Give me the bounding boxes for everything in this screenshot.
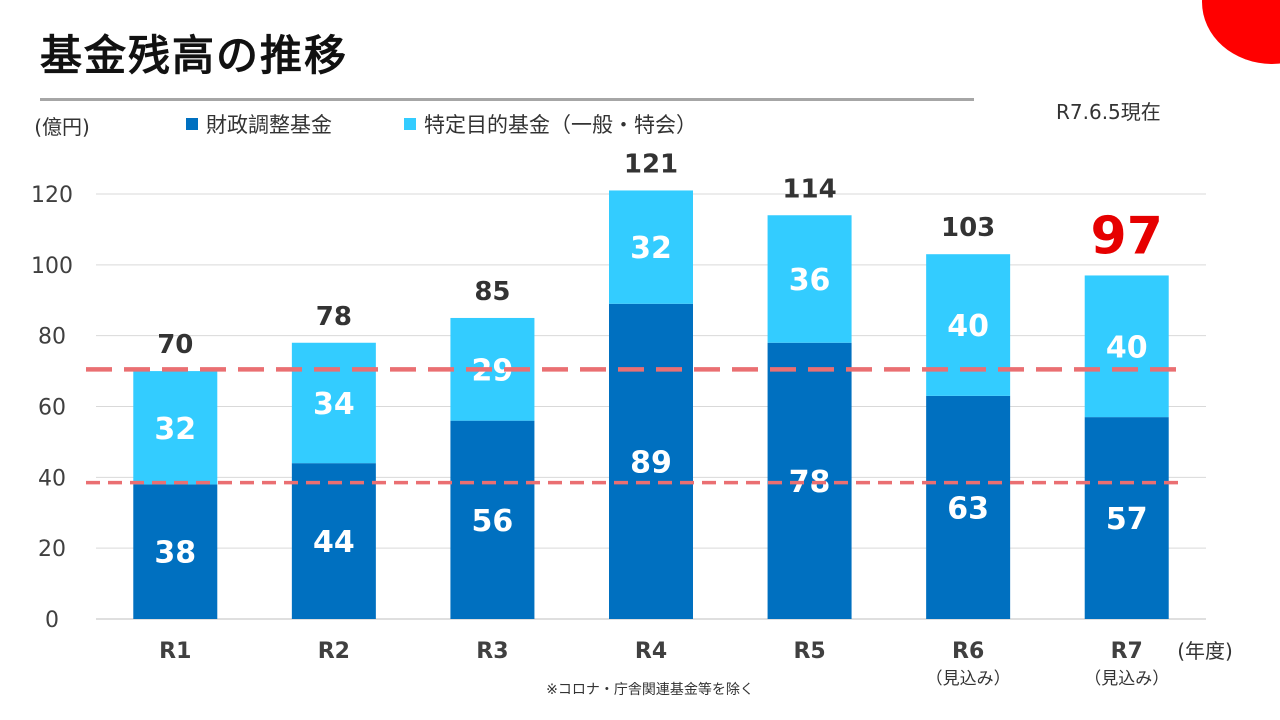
bar-value-label: 44 [313, 525, 355, 560]
bar-segment [926, 254, 1011, 396]
bar-segment [1084, 275, 1169, 418]
bar-value-label: 32 [154, 412, 196, 447]
bar-segment [926, 395, 1011, 619]
x-tick-label: R3 [476, 639, 508, 664]
x-tick-label: R2 [318, 639, 350, 664]
x-unit-label: (年度) [1177, 639, 1233, 663]
total-label: 103 [941, 213, 995, 243]
bar-segment [291, 463, 376, 619]
legend-label: 財政調整基金 [206, 113, 332, 137]
x-tick-label: R1 [159, 639, 191, 664]
bar-segment [767, 215, 852, 343]
x-tick-label: R4 [635, 639, 667, 664]
bar-segment [1084, 417, 1169, 619]
bar-value-label: 34 [313, 387, 355, 422]
bar-segment [609, 190, 693, 304]
total-label: 121 [624, 149, 678, 179]
as-of-date: R7.6.5現在 [1056, 100, 1161, 124]
total-label: 78 [316, 302, 352, 332]
highlighted-total-label: 97 [1091, 206, 1163, 266]
y-unit-label: (億円) [34, 115, 90, 139]
total-label: 85 [474, 277, 510, 307]
y-tick-label: 0 [45, 608, 59, 633]
footnote: ※コロナ・庁舎関連基金等を除く [546, 681, 754, 698]
y-tick-label: 20 [38, 537, 66, 562]
x-tick-sublabel: （見込み） [1084, 669, 1169, 689]
bar-value-label: 32 [630, 231, 672, 266]
y-tick-label: 40 [38, 466, 66, 491]
bar-value-label: 89 [630, 445, 672, 480]
y-tick-label: 80 [38, 325, 66, 350]
bar-segment [450, 420, 535, 619]
bar-value-label: 63 [947, 491, 989, 526]
bar-value-label: 57 [1106, 502, 1148, 537]
legend-swatch [186, 118, 198, 130]
bar-segment [291, 342, 376, 464]
bar-segment [609, 303, 693, 619]
bar-value-label: 40 [1106, 330, 1148, 365]
y-tick-label: 100 [31, 254, 73, 279]
bar-segment [133, 371, 218, 485]
legend-swatch [404, 118, 416, 130]
x-tick-label: R7 [1111, 639, 1143, 664]
bar-value-label: 56 [472, 504, 514, 539]
x-tick-label: R5 [793, 639, 825, 664]
bar-value-label: 36 [789, 263, 831, 298]
total-label: 114 [782, 174, 836, 204]
bar-value-label: 38 [154, 536, 196, 571]
title-underline [40, 98, 974, 101]
page-title: 基金残高の推移 [40, 31, 349, 80]
total-label: 70 [157, 330, 193, 360]
x-tick-sublabel: （見込み） [926, 669, 1011, 689]
y-tick-label: 60 [38, 396, 66, 421]
bar-value-label: 40 [947, 309, 989, 344]
bar-segment [133, 484, 218, 619]
x-tick-label: R6 [952, 639, 984, 664]
legend-label: 特定目的基金（一般・特会） [424, 113, 697, 137]
bar-segment [767, 342, 852, 619]
y-tick-label: 120 [31, 183, 73, 208]
